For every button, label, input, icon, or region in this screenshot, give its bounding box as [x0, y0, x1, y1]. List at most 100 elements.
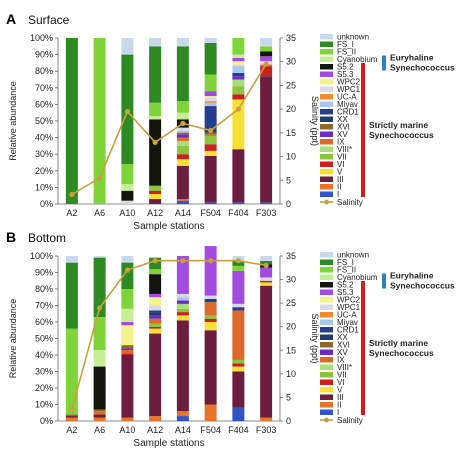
- bar-segment-xvi: [93, 409, 106, 412]
- group-label-marine: Strictly marine: [369, 120, 428, 130]
- x-tick-label: A14: [175, 208, 191, 218]
- y-tick-label: 60%: [35, 317, 53, 327]
- bar-segment-xv: [121, 348, 134, 351]
- legend-swatch: [320, 349, 333, 355]
- salinity-point: [69, 191, 75, 198]
- bar-segment-iii: [176, 320, 189, 412]
- group-label-euryhaline: Euryhaline: [390, 53, 434, 63]
- legend-label: III: [337, 175, 344, 184]
- bar-segment-s53: [204, 91, 217, 97]
- bar-segment-wpc2: [232, 61, 245, 65]
- bar-segment-v: [176, 315, 189, 321]
- bar-segment-fsii: [176, 101, 189, 113]
- legend-label: VI: [337, 378, 345, 387]
- salinity-point: [263, 61, 269, 67]
- bar-segment-xvi: [176, 132, 189, 135]
- bar-segment-fsii: [93, 317, 106, 351]
- x-tick-label: F303: [256, 425, 277, 435]
- salinity-point: [180, 258, 186, 264]
- bar-segment-v: [260, 282, 273, 286]
- legend-label: II: [337, 183, 341, 192]
- y2-tick-label: 10: [286, 369, 296, 379]
- bar-segment-fsi: [260, 260, 273, 265]
- bar-segment-i: [176, 416, 189, 421]
- y-tick-label: 10%: [35, 182, 53, 192]
- bar-segment-iii: [260, 285, 273, 418]
- bar-segment-cyanobium: [121, 308, 134, 322]
- panel-a-letter: A: [6, 11, 16, 27]
- salinity-point: [208, 127, 214, 134]
- bar-segment-cyanobium: [93, 350, 106, 367]
- x-tick-label: A10: [119, 425, 135, 435]
- legend-swatch: [320, 184, 333, 190]
- legend-label: Miyav: [337, 318, 358, 327]
- panel-a-title: Surface: [28, 13, 70, 27]
- bar-segment-fsi: [93, 257, 106, 318]
- salinity-point: [97, 305, 103, 311]
- legend-swatch: [320, 161, 333, 167]
- legend-label: VII: [337, 371, 347, 380]
- legend-label: unknown: [337, 33, 369, 42]
- legend-swatch: [320, 402, 333, 408]
- bar-segment-uca: [204, 101, 217, 103]
- bar-segment-ii: [65, 417, 78, 421]
- bar-segment-cyanobium: [176, 112, 189, 120]
- bar-segment-xv: [232, 76, 245, 80]
- legend-swatch: [320, 94, 333, 100]
- x-tick-label: F504: [200, 208, 221, 218]
- x-tick-label: F504: [200, 425, 221, 435]
- bar-segment-s53: [176, 256, 189, 294]
- y-tick-label: 70%: [35, 83, 53, 93]
- bar-segment-s53: [121, 322, 134, 326]
- bar-segment-vi: [232, 363, 245, 367]
- y-tick-label: 0%: [40, 199, 53, 209]
- y2-tick-label: 20: [286, 322, 296, 332]
- x-tick-label: A14: [175, 425, 191, 435]
- y-tick-label: 50%: [35, 334, 53, 344]
- salinity-point: [124, 108, 130, 115]
- bar-segment-wpc1: [121, 200, 134, 204]
- y-tick-label: 100%: [30, 33, 53, 43]
- bar-segment-viii: [176, 303, 189, 309]
- legend-label: CRD1: [337, 108, 359, 117]
- group-label-euryhaline: Euryhaline: [390, 271, 434, 281]
- bar-segment-crd1: [232, 72, 245, 77]
- y2-axis-title: Salinity (ppt): [310, 96, 320, 146]
- legend-swatch: [320, 387, 333, 393]
- bar-segment-xx: [149, 312, 162, 316]
- bar-segment-v: [149, 194, 162, 200]
- legend-swatch: [320, 56, 333, 62]
- y-tick-label: 10%: [35, 400, 53, 410]
- bar-segment-unknown: [65, 256, 78, 263]
- x-axis-title: Sample stations: [133, 438, 204, 449]
- salinity-point: [180, 120, 186, 126]
- bar-segment-vi: [204, 318, 217, 322]
- y-axis-title: Relative abundance: [8, 81, 18, 161]
- bar-segment-s52: [260, 51, 273, 57]
- bar-segment-s52: [121, 190, 134, 201]
- y-tick-label: 70%: [35, 301, 53, 311]
- y-tick-label: 80%: [35, 66, 53, 76]
- bar-segment-fsii: [149, 269, 162, 275]
- bar-segment-iii: [204, 155, 217, 203]
- group-label-marine: Synechococcus: [369, 348, 434, 358]
- legend-swatch: [320, 154, 333, 160]
- bar-segment-fsi: [149, 46, 162, 103]
- bar-segment-xv: [149, 315, 162, 319]
- bar-segment-crd1: [204, 298, 217, 303]
- y2-tick-label: 30: [286, 275, 296, 285]
- legend-b: unknownFS_IFS_IICyanobiumS5.2S5.3WPC2WPC…: [320, 251, 455, 425]
- y-tick-label: 50%: [35, 116, 53, 126]
- salinity-point: [124, 267, 130, 273]
- group-label-marine: Strictly marine: [369, 338, 428, 348]
- legend-label: UC-A: [337, 311, 357, 320]
- legend-label: WPC2: [337, 78, 361, 87]
- salinity-line: [71, 259, 267, 410]
- salinity-point: [235, 106, 241, 112]
- legend-label: Miyav: [337, 100, 358, 109]
- bar-segment-unknown: [121, 38, 134, 55]
- bar-segment-unknown: [121, 256, 134, 263]
- bar-segment-iii: [176, 165, 189, 200]
- y2-tick-label: 30: [286, 57, 296, 67]
- panel-b: B Bottom 0% 10% 20% 30% 40% 50% 60% 70% 80% 90% 10…: [6, 229, 320, 449]
